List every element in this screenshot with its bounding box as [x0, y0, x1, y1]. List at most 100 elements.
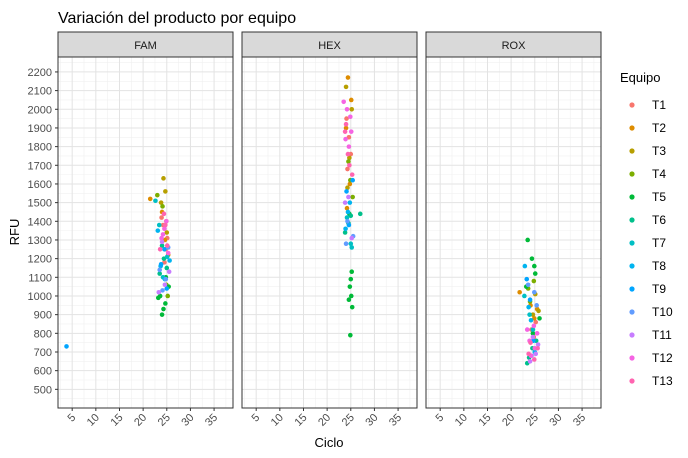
data-point-t12: [534, 331, 540, 336]
data-point-t9: [524, 276, 530, 282]
legend-item-t10: T10: [629, 305, 673, 319]
panel-background: [58, 57, 233, 408]
data-point-t2: [517, 289, 522, 295]
data-point-t13: [345, 151, 351, 157]
data-point-t13: [157, 247, 163, 252]
data-point-t13: [343, 121, 349, 127]
y-tick-label: 1000: [28, 291, 52, 303]
data-point-t8: [345, 209, 351, 215]
x-tick-label: 35: [387, 412, 404, 429]
data-point-t11: [342, 200, 348, 205]
data-point-t13: [535, 345, 540, 351]
facet-panel-rox: ROX 5 10 15 20 25 30 35: [425, 31, 602, 429]
data-point-t5: [161, 306, 166, 312]
data-point-t6: [357, 211, 363, 217]
x-tick-label: 15: [476, 412, 493, 429]
data-point-t3: [530, 312, 536, 317]
data-point-t12: [162, 226, 167, 232]
data-point-t3: [161, 176, 166, 181]
data-point-t8: [167, 258, 172, 263]
y-axis-title: RFU: [7, 219, 22, 246]
data-point-t6: [157, 271, 162, 276]
data-point-t9: [350, 177, 355, 183]
panel-background: [242, 57, 417, 408]
x-tick-label: 25: [156, 412, 173, 429]
y-tick-label: 800: [34, 328, 52, 340]
data-point-t6: [159, 243, 165, 248]
data-point-t13: [528, 340, 533, 345]
legend-key: [629, 263, 635, 269]
data-point-t11: [535, 342, 541, 347]
data-point-t4: [350, 194, 355, 200]
legend-label: T6: [652, 213, 666, 227]
data-point-t12: [524, 327, 530, 332]
legend-label: T2: [652, 121, 666, 135]
data-point-t12: [531, 323, 537, 329]
data-point-t5: [159, 312, 165, 317]
legend-key: [629, 217, 635, 223]
data-point-t7: [348, 241, 354, 247]
data-point-t10: [525, 282, 531, 288]
data-point-t12: [159, 235, 164, 241]
data-point-t5: [532, 263, 537, 269]
data-point-t6: [164, 265, 170, 271]
y-tick-label: 2100: [28, 86, 52, 98]
data-point-t13: [342, 129, 348, 134]
facet-strip-label: ROX: [502, 40, 527, 52]
data-point-t10: [345, 218, 350, 224]
data-point-t13: [347, 162, 352, 168]
x-tick-label: 15: [292, 412, 309, 429]
legend-item-t9: T9: [629, 282, 666, 296]
legend-key: [629, 194, 635, 200]
panel-border: [241, 56, 418, 409]
legend-key: [629, 378, 635, 384]
data-point-t13: [164, 243, 170, 248]
facet-panel-hex: HEX 5 10 15 20 25 30 35: [241, 31, 418, 429]
data-point-t12: [160, 232, 166, 237]
x-tick-label: 30: [363, 412, 380, 429]
data-point-t12: [348, 129, 354, 134]
legend-label: T3: [652, 144, 666, 158]
legend-label: T5: [652, 190, 666, 204]
data-point-t11: [162, 282, 168, 288]
data-point-t11: [533, 351, 539, 357]
data-point-t9: [346, 222, 352, 228]
legend-key: [629, 309, 635, 315]
y-axis: 500 600 700 800 900 1000 1100 1200 1300 1400 1500 1…: [28, 67, 58, 396]
data-point-t7: [164, 254, 170, 260]
data-point-t4: [346, 159, 351, 164]
x-tick-label: 20: [132, 412, 149, 429]
y-tick-label: 500: [34, 384, 52, 396]
legend-label: T13: [652, 374, 673, 388]
x-tick-label: 30: [179, 412, 196, 429]
legend-label: T8: [652, 259, 666, 273]
data-point-t11: [530, 334, 536, 340]
facet-panels: FAM 5 10 15 20 25 30 35 HEX 5 10 15 20 25 30 35 ROX 5 10 15…: [57, 31, 602, 429]
y-tick-label: 600: [34, 366, 52, 378]
data-point-t8: [347, 200, 353, 205]
data-point-t5: [349, 304, 355, 310]
legend-item-t5: T5: [629, 190, 666, 204]
data-point-t9: [527, 297, 533, 303]
data-point-t7: [156, 222, 162, 228]
legend-label: T1: [652, 98, 666, 112]
legend-key: [629, 125, 635, 131]
y-tick-label: 1100: [28, 272, 52, 284]
data-point-t4: [165, 293, 171, 299]
data-point-t10: [163, 276, 169, 282]
data-point-t3: [345, 185, 350, 190]
data-point-t5: [530, 331, 536, 336]
data-point-t4: [155, 192, 160, 198]
facet-strip: [57, 31, 234, 58]
data-point-t1: [533, 319, 539, 325]
data-point-t3: [536, 308, 541, 314]
y-tick-label: 700: [34, 347, 52, 359]
data-point-t3: [347, 155, 352, 161]
data-point-t10: [160, 288, 165, 293]
data-point-t13: [526, 351, 531, 357]
x-tick-label: 30: [547, 412, 564, 429]
data-point-t7: [344, 215, 350, 220]
x-tick-label: 20: [316, 412, 333, 429]
data-point-t2: [344, 205, 350, 211]
